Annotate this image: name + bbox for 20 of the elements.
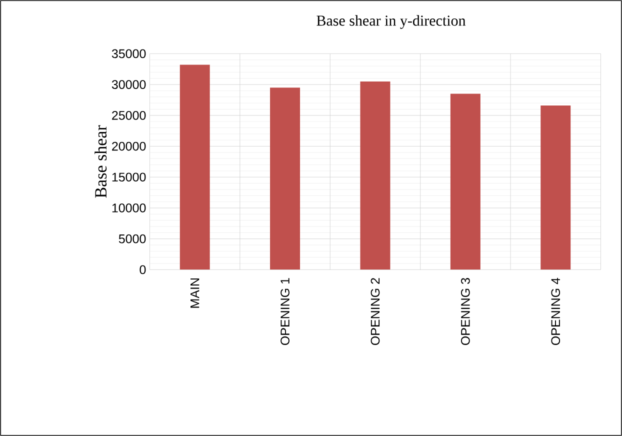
y-tick-label: 5000	[118, 234, 146, 244]
bar	[270, 88, 300, 270]
y-axis-title: Base shear	[94, 125, 107, 198]
y-tick-label: 10000	[112, 204, 146, 212]
chart-title: Base shear in y-direction	[316, 15, 466, 29]
bar	[180, 64, 210, 270]
y-tick-label: 35000	[112, 49, 146, 58]
bar	[540, 106, 571, 270]
x-tick-label: OPENING 2	[370, 278, 380, 345]
x-tick-label: OPENING 3	[461, 278, 470, 345]
y-tick-label: 15000	[112, 172, 146, 182]
x-tick-label: OPENING 1	[280, 278, 290, 345]
x-tick-label: MAIN	[190, 278, 200, 308]
y-tick-label: 20000	[112, 142, 146, 151]
y-tick-label: 30000	[112, 80, 146, 89]
y-tick-label: 25000	[112, 110, 146, 120]
bar	[360, 81, 390, 270]
bar	[450, 94, 480, 270]
x-tick-label: OPENING 4	[551, 278, 560, 345]
y-tick-label: 0	[140, 265, 146, 274]
